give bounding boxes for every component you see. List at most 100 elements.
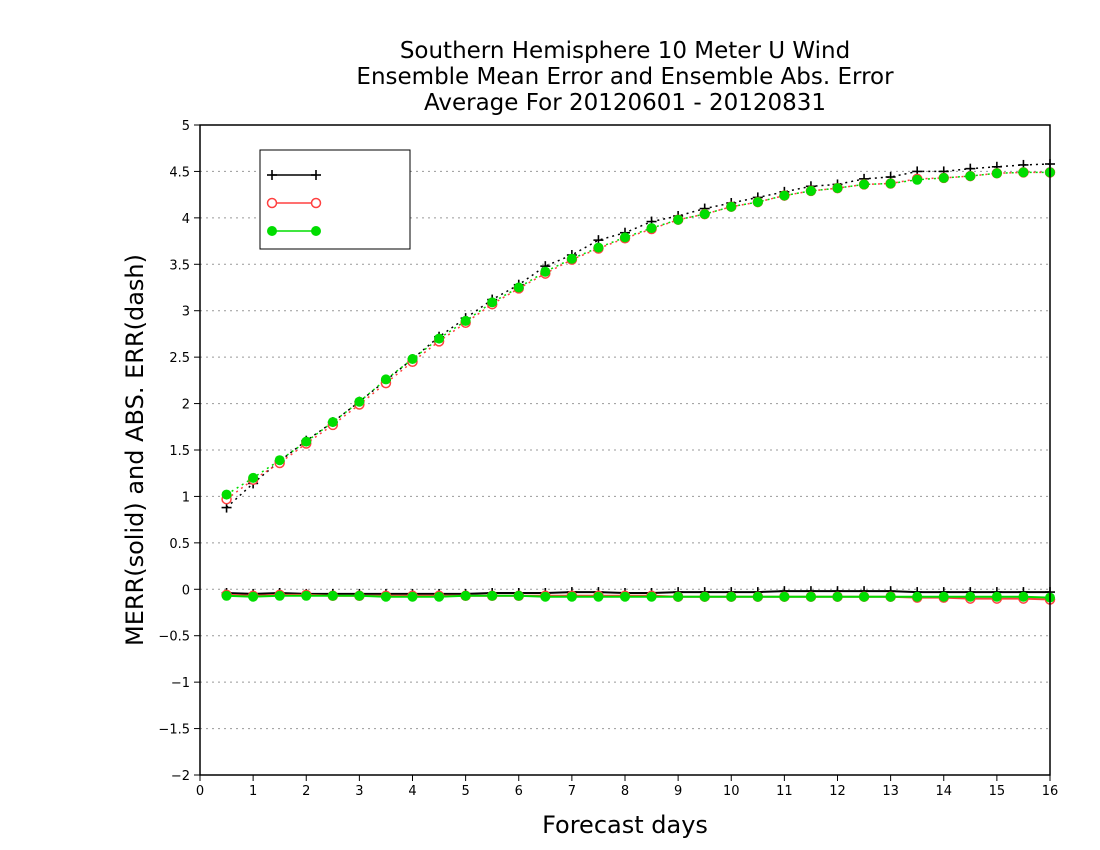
filled-circle-marker: [885, 178, 896, 189]
y-tick-label: 0: [182, 583, 190, 598]
filled-circle-marker: [593, 242, 604, 253]
filled-circle-marker: [938, 172, 949, 183]
filled-circle-marker: [274, 590, 285, 601]
filled-circle-marker: [991, 168, 1002, 179]
x-tick-label: 10: [723, 784, 740, 799]
legend: [259, 149, 411, 250]
filled-circle-marker: [354, 396, 365, 407]
y-tick-label: 3: [182, 305, 190, 320]
y-tick-label: 4.5: [169, 165, 190, 180]
y-tick-label: −1.5: [158, 723, 190, 738]
filled-circle-marker: [327, 590, 338, 601]
filled-circle-marker: [274, 455, 285, 466]
filled-circle-marker: [673, 214, 684, 225]
filled-circle-marker: [460, 590, 471, 601]
mean-error-line: [226, 594, 1051, 599]
filled-circle-marker: [267, 226, 277, 236]
filled-circle-marker: [965, 171, 976, 182]
filled-circle-marker: [646, 223, 657, 234]
filled-circle-marker: [487, 590, 498, 601]
filled-circle-marker: [832, 591, 843, 602]
axis-ticks: 5 4.5 4 3.5 3 2.5 2 1.5 1 0.5 0 −0.5 −1 −1.5 −2 0 1 2 3 4 5 6…: [158, 119, 1058, 799]
y-tick-label: −0.5: [158, 630, 190, 645]
filled-circle-marker: [912, 174, 923, 185]
x-tick-label: 7: [568, 784, 576, 799]
plus-marker: [311, 170, 321, 180]
mean-error-line: [226, 590, 1050, 595]
filled-circle-marker: [1018, 167, 1029, 178]
y-tick-label: 2.5: [169, 351, 190, 366]
x-tick-label: 14: [935, 784, 952, 799]
x-axis-label: Forecast days: [542, 811, 708, 839]
x-tick-label: 3: [355, 784, 363, 799]
filled-circle-marker: [832, 183, 843, 194]
x-tick-label: 5: [461, 784, 469, 799]
filled-circle-marker: [354, 590, 365, 601]
filled-circle-marker: [380, 591, 391, 602]
filled-circle-marker: [779, 591, 790, 602]
x-tick-label: 2: [302, 784, 310, 799]
filled-circle-marker: [301, 436, 312, 447]
y-tick-label: −2: [171, 769, 190, 784]
x-tick-label: 16: [1042, 784, 1059, 799]
filled-circle-marker: [566, 591, 577, 602]
filled-circle-marker: [859, 591, 870, 602]
x-tick-label: 12: [829, 784, 846, 799]
filled-circle-marker: [327, 417, 338, 428]
y-tick-label: −1: [171, 676, 190, 691]
filled-circle-marker: [965, 591, 976, 602]
x-tick-label: 0: [196, 784, 204, 799]
filled-circle-marker: [221, 489, 232, 500]
filled-circle-marker: [699, 591, 710, 602]
filled-circle-marker: [912, 591, 923, 602]
filled-circle-marker: [540, 266, 551, 277]
chart-subtitle-2: Average For 20120601 - 20120831: [423, 90, 827, 116]
filled-circle-marker: [593, 591, 604, 602]
filled-circle-marker: [380, 374, 391, 385]
x-tick-label: 11: [776, 784, 793, 799]
x-tick-label: 1: [249, 784, 257, 799]
y-tick-label: 1.5: [169, 444, 190, 459]
x-tick-label: 9: [674, 784, 682, 799]
filled-circle-marker: [885, 591, 896, 602]
filled-circle-marker: [513, 282, 524, 293]
filled-circle-marker: [726, 591, 737, 602]
filled-circle-marker: [646, 591, 657, 602]
filled-circle-marker: [540, 591, 551, 602]
filled-circle-marker: [311, 226, 321, 236]
filled-circle-marker: [566, 253, 577, 264]
filled-circle-marker: [859, 179, 870, 190]
grid-lines: [200, 170, 1050, 730]
filled-circle-marker: [991, 591, 1002, 602]
y-tick-label: 5: [182, 119, 190, 134]
y-tick-label: 3.5: [169, 258, 190, 273]
filled-circle-marker: [699, 209, 710, 220]
open-circle-marker: [266, 197, 278, 209]
filled-circle-marker: [726, 201, 737, 212]
y-tick-label: 0.5: [169, 537, 190, 552]
filled-circle-marker: [248, 472, 259, 483]
filled-circle-marker: [752, 591, 763, 602]
filled-circle-marker: [460, 315, 471, 326]
filled-circle-marker: [752, 197, 763, 208]
open-circle-marker: [310, 197, 322, 209]
filled-circle-marker: [1018, 591, 1029, 602]
y-tick-label: 4: [182, 212, 190, 227]
filled-circle-marker: [620, 591, 630, 602]
filled-circle-marker: [221, 590, 232, 601]
x-tick-label: 13: [882, 784, 899, 799]
y-tick-label: 1: [182, 490, 190, 505]
y-axis-label: MERR(solid) and ABS. ERR(dash): [121, 254, 149, 646]
filled-circle-marker: [620, 232, 630, 243]
plus-marker: [267, 170, 277, 180]
filled-circle-marker: [938, 591, 949, 602]
plot-frame: [199, 124, 1051, 776]
filled-circle-marker: [407, 591, 418, 602]
x-tick-label: 4: [408, 784, 416, 799]
abs-error-line: [226, 163, 1051, 509]
chart-subtitle: Ensemble Mean Error and Ensemble Abs. Er…: [356, 64, 894, 90]
filled-circle-marker: [434, 591, 445, 602]
chart-title: Southern Hemisphere 10 Meter U Wind: [399, 38, 851, 64]
x-tick-label: 6: [515, 784, 523, 799]
